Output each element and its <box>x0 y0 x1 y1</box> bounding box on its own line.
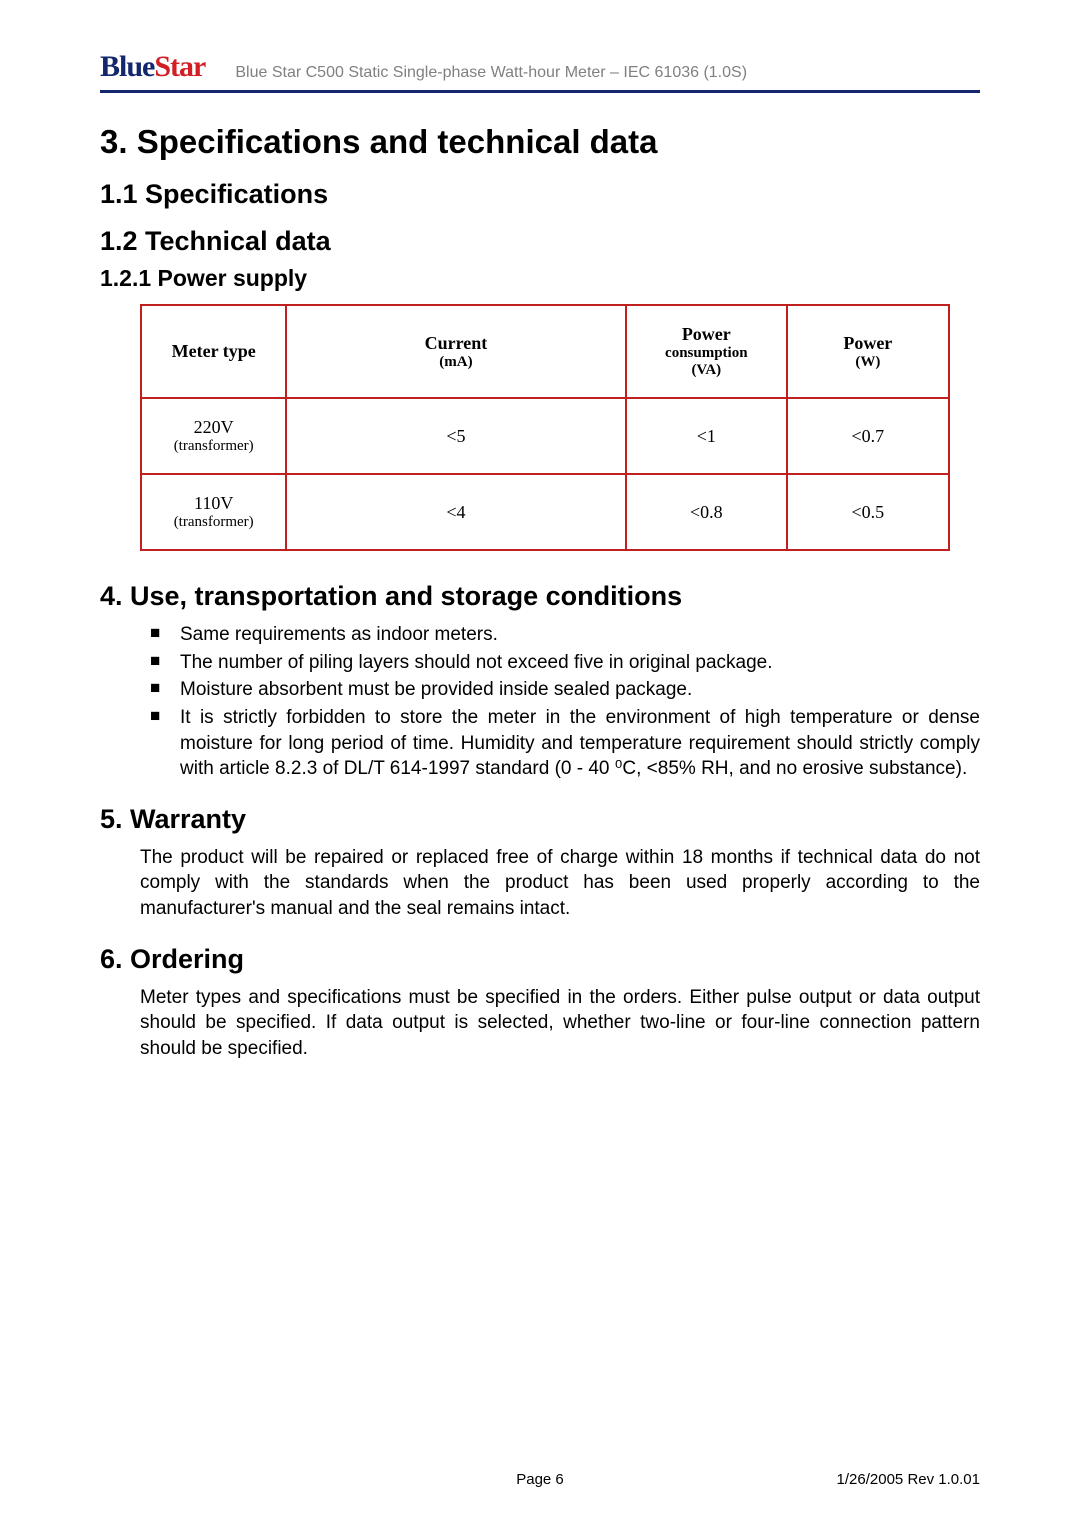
section-5-heading: 5. Warranty <box>100 804 980 835</box>
cell-meter: 220V (transformer) <box>141 398 286 474</box>
th-pc-l3: (VA) <box>635 362 779 379</box>
footer-page: Page 6 <box>516 1471 564 1488</box>
th-current-l1: Current <box>425 333 488 353</box>
th-meter: Meter type <box>141 305 286 398</box>
section-3-heading: 3. Specifications and technical data <box>100 123 980 161</box>
section-6-body: Meter types and specifications must be s… <box>140 985 980 1062</box>
section-5-body: The product will be repaired or replaced… <box>140 845 980 922</box>
list-item: Moisture absorbent must be provided insi… <box>180 677 980 703</box>
cell-pc: <0.8 <box>626 474 788 550</box>
th-current: Current (mA) <box>286 305 625 398</box>
page-footer: Page 6 1/26/2005 Rev 1.0.01 <box>100 1471 980 1488</box>
logo-red: Star <box>154 50 205 83</box>
section-1-1-heading: 1.1 Specifications <box>100 179 980 210</box>
list-item: It is strictly forbidden to store the me… <box>180 705 980 782</box>
cell-pc: <1 <box>626 398 788 474</box>
table-header-row: Meter type Current (mA) Power consumptio… <box>141 305 949 398</box>
cell-current: <5 <box>286 398 625 474</box>
list-item: The number of piling layers should not e… <box>180 650 980 676</box>
header-title: Blue Star C500 Static Single-phase Watt-… <box>235 64 980 84</box>
logo-blue: Blue <box>100 50 154 83</box>
table-row: 110V (transformer) <4 <0.8 <0.5 <box>141 474 949 550</box>
page-header: BlueStar Blue Star C500 Static Single-ph… <box>100 50 980 93</box>
list-item: Same requirements as indoor meters. <box>180 622 980 648</box>
cell-current: <4 <box>286 474 625 550</box>
page: BlueStar Blue Star C500 Static Single-ph… <box>0 0 1080 1528</box>
section-4-list: Same requirements as indoor meters. The … <box>100 622 980 782</box>
cell-meter-l2: (transformer) <box>150 438 277 455</box>
th-pc: Power consumption (VA) <box>626 305 788 398</box>
section-4-heading: 4. Use, transportation and storage condi… <box>100 581 980 612</box>
logo: BlueStar <box>100 50 205 84</box>
th-pw-l1: Power <box>843 333 892 353</box>
section-6-heading: 6. Ordering <box>100 944 980 975</box>
cell-meter-l1: 110V <box>194 493 233 513</box>
th-pc-l2: consumption <box>635 345 779 362</box>
section-1-2-heading: 1.2 Technical data <box>100 226 980 257</box>
th-current-l2: (mA) <box>295 354 616 371</box>
th-pw: Power (W) <box>787 305 949 398</box>
th-pc-l1: Power <box>682 324 731 344</box>
power-supply-table: Meter type Current (mA) Power consumptio… <box>140 304 950 551</box>
table-row: 220V (transformer) <5 <1 <0.7 <box>141 398 949 474</box>
footer-date-rev: 1/26/2005 Rev 1.0.01 <box>837 1471 980 1488</box>
cell-meter: 110V (transformer) <box>141 474 286 550</box>
cell-meter-l1: 220V <box>194 417 234 437</box>
cell-pw: <0.5 <box>787 474 949 550</box>
th-pw-l2: (W) <box>796 354 940 371</box>
section-1-2-1-heading: 1.2.1 Power supply <box>100 265 980 292</box>
cell-pw: <0.7 <box>787 398 949 474</box>
cell-meter-l2: (transformer) <box>150 514 277 531</box>
